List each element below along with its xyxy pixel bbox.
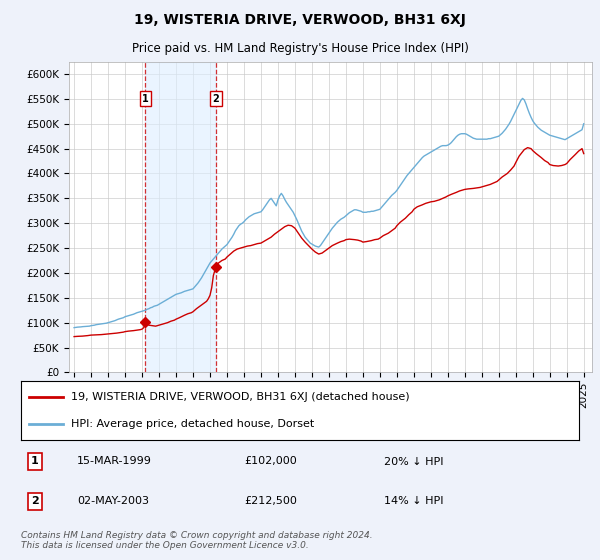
- Text: 15-MAR-1999: 15-MAR-1999: [77, 456, 152, 466]
- Text: Price paid vs. HM Land Registry's House Price Index (HPI): Price paid vs. HM Land Registry's House …: [131, 43, 469, 55]
- Text: 20% ↓ HPI: 20% ↓ HPI: [384, 456, 443, 466]
- Text: 19, WISTERIA DRIVE, VERWOOD, BH31 6XJ (detached house): 19, WISTERIA DRIVE, VERWOOD, BH31 6XJ (d…: [71, 391, 410, 402]
- Text: 1: 1: [31, 456, 39, 466]
- Text: 19, WISTERIA DRIVE, VERWOOD, BH31 6XJ: 19, WISTERIA DRIVE, VERWOOD, BH31 6XJ: [134, 13, 466, 27]
- Text: £102,000: £102,000: [244, 456, 297, 466]
- Text: 2: 2: [212, 94, 220, 104]
- Text: 2: 2: [31, 496, 39, 506]
- Text: 1: 1: [142, 94, 149, 104]
- Text: £212,500: £212,500: [244, 496, 297, 506]
- Text: Contains HM Land Registry data © Crown copyright and database right 2024.
This d: Contains HM Land Registry data © Crown c…: [21, 531, 373, 550]
- Text: HPI: Average price, detached house, Dorset: HPI: Average price, detached house, Dors…: [71, 419, 314, 429]
- Text: 02-MAY-2003: 02-MAY-2003: [77, 496, 149, 506]
- Text: 14% ↓ HPI: 14% ↓ HPI: [384, 496, 443, 506]
- Bar: [145, 62, 216, 372]
